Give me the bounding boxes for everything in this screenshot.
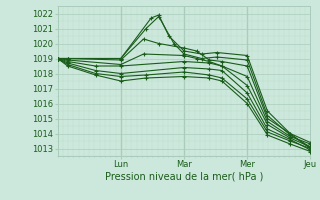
X-axis label: Pression niveau de la mer( hPa ): Pression niveau de la mer( hPa ) (105, 172, 263, 182)
